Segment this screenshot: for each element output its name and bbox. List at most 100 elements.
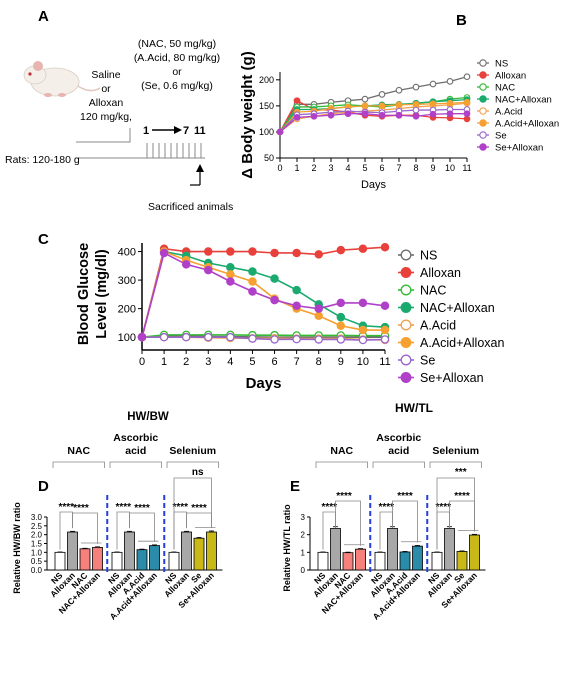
bar-ns [54, 551, 66, 571]
y-tick-label: 0.0 [31, 566, 43, 575]
point-alloxan [204, 247, 213, 256]
legend-label-nac-alloxan: NAC+Alloxan [495, 94, 552, 105]
y-tick-label: 2.5 [31, 522, 43, 531]
panel-a-letter: A [38, 8, 49, 25]
x-axis-label: Days [361, 179, 387, 191]
legend-label-nac-alloxan: NAC+Alloxan [420, 301, 495, 315]
point-ns [463, 73, 471, 81]
group-bracket [52, 461, 105, 468]
significance-label: **** [73, 503, 89, 514]
legend-label-nac: NAC [420, 284, 446, 298]
point-se [181, 332, 191, 342]
bar-se-alloxan [206, 531, 217, 571]
x-tick-label: 8 [413, 163, 418, 173]
group-bracket [109, 461, 162, 468]
legend-label-ns: NS [420, 249, 437, 263]
legend-marker-a-acid [400, 319, 412, 331]
legend-marker-a-acid-alloxan [479, 119, 487, 127]
series-line-ns [279, 76, 468, 133]
significance-bracket [449, 500, 475, 532]
significance-bracket [72, 512, 98, 544]
x-tick-label: 7 [396, 163, 401, 173]
legend-label-ns: NS [495, 58, 508, 69]
bar-a-acid-alloxan [412, 545, 423, 571]
y-tick-label: 2.0 [31, 531, 43, 540]
point-a-acid-alloxan [380, 325, 390, 335]
y-tick-label: 1 [301, 548, 306, 557]
bar-se [193, 537, 205, 571]
group-label: Selenium [432, 445, 479, 457]
significance-label: **** [58, 502, 74, 513]
point-alloxan [270, 248, 279, 258]
y-tick-label: 400 [118, 246, 136, 258]
point-se [248, 334, 257, 343]
point-alloxan [292, 248, 301, 258]
group-bracket [315, 461, 368, 468]
group-bracket [166, 461, 219, 468]
point-alloxan [314, 250, 323, 259]
group-label: acid [388, 445, 409, 457]
point-alloxan [336, 245, 346, 255]
point-se-alloxan [314, 304, 323, 313]
point-a-acid-alloxan [248, 277, 257, 286]
legend-marker-nac [479, 83, 487, 91]
x-tick-label: 11 [379, 356, 390, 368]
point-a-acid-alloxan [226, 270, 235, 279]
legend-marker-nac-alloxan [400, 302, 412, 313]
point-se-alloxan [361, 110, 369, 118]
bar-ns [111, 551, 123, 571]
point-a-acid-alloxan [412, 100, 420, 108]
y-tick-label: 300 [118, 275, 136, 287]
sacrifice-arrow-head [196, 164, 204, 172]
legend-label-alloxan: Alloxan [495, 70, 526, 81]
timeline-day-7: 7 [183, 125, 189, 137]
series-line-se-alloxan [279, 113, 467, 133]
chart-c-blood-glucose: 100 200 300 400 0 1 2 3 4 5 6 7 8 9 10 11 Days NS Alloxan N… [38, 231, 504, 392]
point-a-acid-alloxan [361, 102, 369, 110]
y-axis-label-line2: Level (mg/dl) [94, 249, 110, 339]
point-se-alloxan [276, 128, 284, 136]
point-se-alloxan [446, 110, 454, 118]
y-tick-label: 2 [301, 531, 306, 540]
point-ns [395, 86, 403, 94]
bar-ns [168, 551, 180, 571]
point-a-acid-alloxan [395, 101, 403, 109]
timeline-connector [76, 128, 131, 143]
point-se-alloxan [344, 110, 352, 118]
y-tick-label: 1.5 [31, 540, 43, 549]
y-axis-label-line1: Blood Glucose [76, 243, 92, 345]
y-tick-label: 200 [118, 303, 136, 315]
point-se [412, 106, 420, 114]
significance-label: **** [115, 502, 131, 513]
legend-marker-alloxan [479, 71, 487, 79]
bar-alloxan [444, 528, 455, 571]
point-se [159, 332, 169, 342]
bar-se-alloxan [469, 534, 480, 571]
point-alloxan [380, 243, 390, 252]
point-a-acid-alloxan [378, 102, 386, 110]
x-tick-label: 1 [294, 163, 299, 173]
legend-marker-ns [479, 59, 487, 67]
legend-marker-nac-alloxan [479, 95, 487, 103]
legend-marker-alloxan [400, 267, 412, 278]
point-se-alloxan [327, 111, 335, 119]
point-alloxan [248, 247, 257, 256]
point-a-acid-alloxan [429, 100, 437, 108]
legend-marker-se-alloxan [400, 372, 412, 383]
point-se-alloxan [204, 265, 213, 275]
y-tick-label: 100 [118, 332, 136, 344]
significance-label: **** [435, 502, 451, 513]
or-label-2: or [172, 66, 182, 78]
significance-bracket [173, 477, 212, 550]
point-alloxan [226, 247, 235, 256]
legend-marker-se [400, 354, 412, 366]
x-tick-label: 6 [379, 163, 384, 173]
panel-c-letter: C [38, 231, 49, 248]
significance-bracket [436, 477, 475, 550]
x-tick-label: 8 [316, 356, 322, 368]
point-ns [412, 83, 420, 91]
y-axis-label: Relative HW/BW ratio [12, 502, 22, 594]
point-se-alloxan [137, 332, 147, 342]
